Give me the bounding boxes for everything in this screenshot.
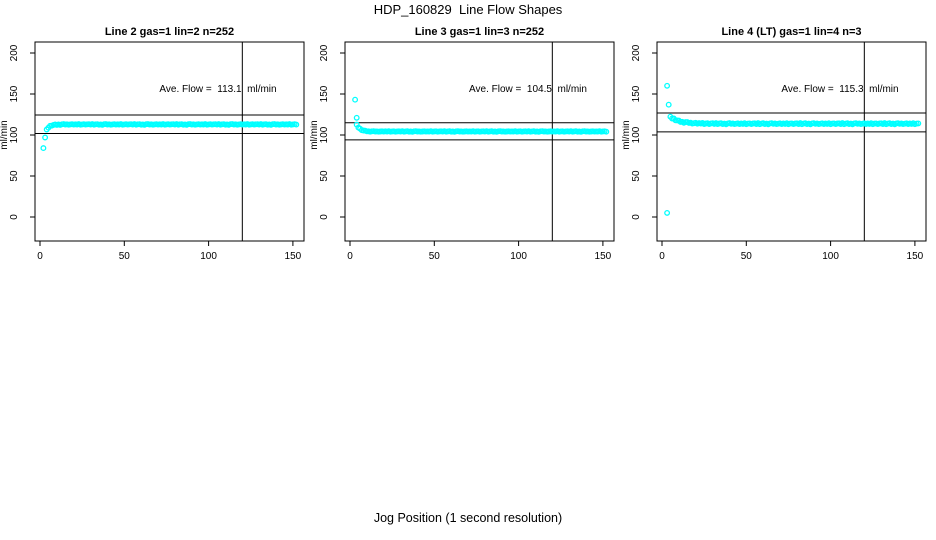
ave-flow-annotation: Ave. Flow = 113.1 ml/min bbox=[159, 84, 277, 95]
svg-text:50: 50 bbox=[631, 170, 642, 182]
svg-text:0: 0 bbox=[659, 251, 665, 262]
panel-title: Line 3 gas=1 lin=3 n=252 bbox=[414, 26, 545, 38]
flow-panel-line2: Line 2 gas=1 lin=2 n=252 Ave. Flow = 113… bbox=[0, 26, 312, 276]
svg-text:0: 0 bbox=[319, 214, 330, 220]
plot-area-line4: 0 50 100 150 0 50 100 150 200 ml/min bbox=[622, 41, 927, 262]
svg-text:50: 50 bbox=[9, 170, 20, 182]
svg-text:150: 150 bbox=[907, 251, 924, 262]
svg-text:100: 100 bbox=[9, 126, 20, 143]
svg-text:200: 200 bbox=[319, 44, 330, 61]
svg-text:150: 150 bbox=[9, 85, 20, 102]
svg-text:200: 200 bbox=[631, 44, 642, 61]
svg-text:100: 100 bbox=[319, 126, 330, 143]
svg-text:50: 50 bbox=[741, 251, 753, 262]
panel-title: Line 2 gas=1 lin=2 n=252 bbox=[104, 26, 235, 38]
plot-area-line2: 0 50 100 150 0 50 100 150 200 ml/min bbox=[0, 41, 305, 262]
page-title: HDP_160829 Line Flow Shapes bbox=[373, 2, 563, 17]
flow-panel-line3: Line 3 gas=1 lin=3 n=252 Ave. Flow = 104… bbox=[310, 26, 622, 276]
plot-area-line3: 0 50 100 150 0 50 100 150 200 ml/min bbox=[310, 41, 615, 262]
svg-text:50: 50 bbox=[119, 251, 131, 262]
svg-text:100: 100 bbox=[631, 126, 642, 143]
svg-text:100: 100 bbox=[510, 251, 527, 262]
svg-text:ml/min: ml/min bbox=[622, 120, 632, 149]
svg-text:150: 150 bbox=[319, 85, 330, 102]
svg-text:150: 150 bbox=[631, 85, 642, 102]
svg-text:50: 50 bbox=[429, 251, 441, 262]
svg-text:ml/min: ml/min bbox=[310, 120, 320, 149]
svg-text:0: 0 bbox=[37, 251, 43, 262]
ave-flow-annotation: Ave. Flow = 104.5 ml/min bbox=[469, 84, 587, 95]
svg-text:100: 100 bbox=[200, 251, 217, 262]
svg-text:ml/min: ml/min bbox=[0, 120, 10, 149]
svg-text:0: 0 bbox=[9, 214, 20, 220]
svg-text:0: 0 bbox=[347, 251, 353, 262]
ave-flow-annotation: Ave. Flow = 115.3 ml/min bbox=[781, 84, 899, 95]
svg-text:0: 0 bbox=[631, 214, 642, 220]
svg-text:150: 150 bbox=[285, 251, 302, 262]
panel-title: Line 4 (LT) gas=1 lin=4 n=3 bbox=[721, 26, 862, 38]
svg-text:150: 150 bbox=[595, 251, 612, 262]
x-axis-label: Jog Position (1 second resolution) bbox=[373, 511, 563, 525]
svg-text:200: 200 bbox=[9, 44, 20, 61]
svg-text:100: 100 bbox=[822, 251, 839, 262]
svg-text:50: 50 bbox=[319, 170, 330, 182]
flow-panel-line4: Line 4 (LT) gas=1 lin=4 n=3 Ave. Flow = … bbox=[622, 26, 934, 276]
